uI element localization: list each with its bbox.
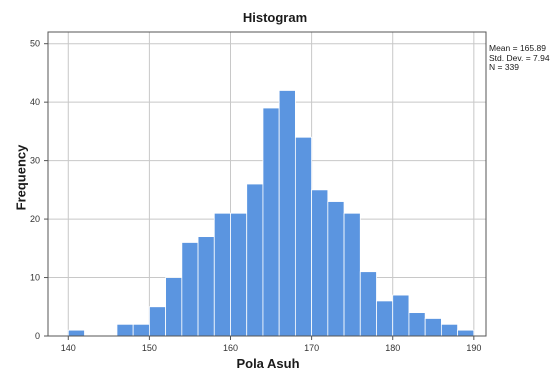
x-tick-label: 190 — [466, 343, 481, 353]
histogram-bar — [262, 107, 280, 337]
histogram-bar — [392, 294, 410, 337]
y-tick-label: 10 — [30, 273, 40, 283]
stats-box: Mean = 165.89 Std. Dev. = 7.94 N = 339 — [489, 43, 550, 73]
y-axis-label: Frequency — [13, 144, 29, 211]
histogram-bar — [343, 212, 361, 337]
tick-labels: 140 150 160 170 180 190 0 10 20 30 40 50 — [30, 39, 481, 353]
histogram-bar — [148, 306, 167, 337]
histogram-bar — [246, 183, 264, 337]
histogram-bar — [457, 329, 475, 337]
histogram-bar — [327, 201, 345, 337]
histogram-bar — [132, 323, 150, 337]
y-tick-label: 50 — [30, 39, 40, 49]
histogram-bar — [116, 323, 134, 337]
histogram-bar — [213, 212, 231, 337]
axes — [44, 31, 487, 340]
y-tick-label: 20 — [30, 214, 40, 224]
x-tick-label: 180 — [385, 343, 400, 353]
histogram-bar — [440, 323, 459, 337]
y-tick-label: 30 — [30, 156, 40, 166]
x-axis-label: Pola Asuh — [236, 356, 300, 371]
histogram-bar — [67, 329, 85, 337]
histogram-bar — [278, 90, 296, 337]
histogram-bar — [424, 318, 442, 337]
histogram-bar — [359, 271, 377, 337]
x-tick-label: 150 — [142, 343, 157, 353]
chart-title: Histogram — [242, 10, 308, 25]
x-tick-label: 160 — [223, 343, 238, 353]
y-tick-label: 40 — [30, 97, 40, 107]
x-tick-label: 170 — [304, 343, 319, 353]
x-tick-label: 140 — [61, 343, 76, 353]
histogram-bar — [311, 189, 329, 337]
stats-n: N = 339 — [489, 62, 520, 72]
histogram-bar — [294, 136, 313, 337]
histogram-bar — [197, 236, 215, 337]
histogram-bar — [376, 300, 394, 337]
stats-mean: Mean = 165.89 — [489, 43, 546, 53]
histogram-bar — [181, 242, 199, 337]
plot-frame — [47, 31, 487, 337]
y-tick-label: 0 — [35, 331, 40, 341]
histogram-bar — [408, 312, 426, 337]
histogram-bars — [67, 90, 475, 337]
stats-std-dev: Std. Dev. = 7.94 — [489, 52, 550, 63]
histogram-bar — [230, 212, 248, 337]
histogram-bar — [165, 277, 183, 337]
